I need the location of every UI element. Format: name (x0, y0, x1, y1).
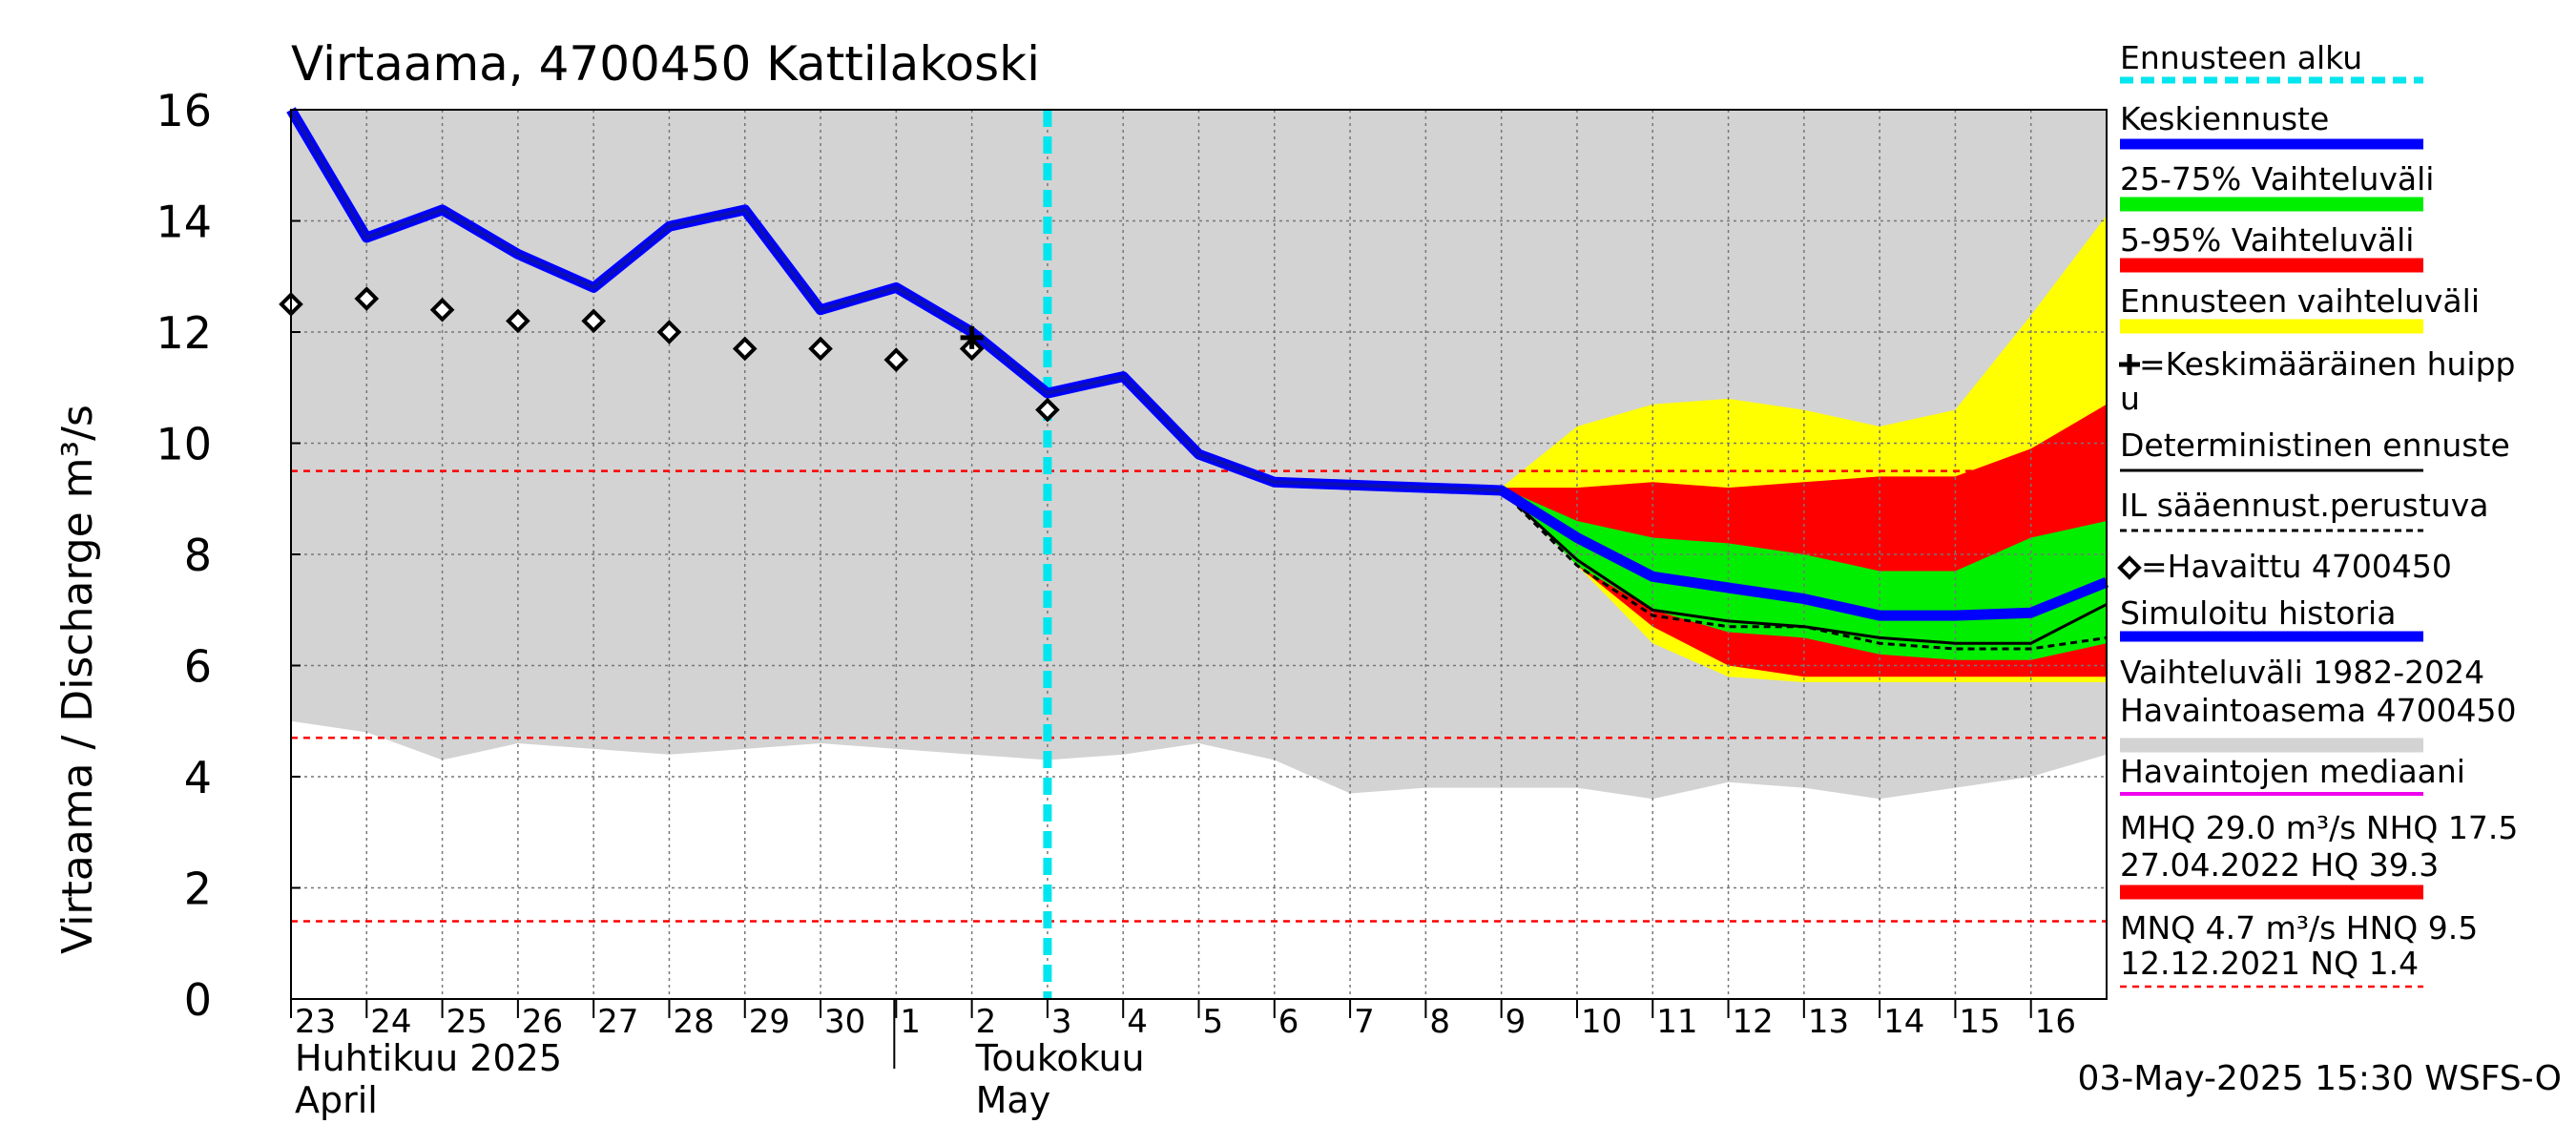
x-tick-label: 1 (900, 1003, 921, 1041)
observed-point (354, 286, 380, 311)
x-tick-label: 16 (2035, 1003, 2076, 1041)
legend-label: =Keskimääräinen huipp (2139, 345, 2516, 383)
x-tick-label: 3 (1051, 1003, 1072, 1041)
x-tick-label: 24 (370, 1003, 411, 1041)
y-tick-label: 10 (156, 419, 212, 470)
footer-timestamp: 03-May-2025 15:30 WSFS-O (2077, 1059, 2562, 1098)
x-tick-label: 29 (749, 1003, 790, 1041)
legend: Ennusteen alku Keskiennuste 25-75% Vaihtel… (2117, 39, 2518, 989)
legend-item: =Havaittu 4700450 (2117, 548, 2452, 585)
series-line-center (289, 108, 1502, 492)
series-line-il (1500, 489, 2108, 651)
legend-item: 25-75% Vaihteluväli (2120, 160, 2434, 212)
legend-item: IL sääennust.perustuva (2120, 487, 2488, 532)
observed-point (883, 347, 909, 372)
legend-item: Havaintojen mediaani (2120, 753, 2465, 796)
x-tick-label: 15 (1959, 1003, 2000, 1041)
legend-item: MHQ 29.0 m³/s NHQ 17.527.04.2022 HQ 39.3 (2120, 809, 2518, 900)
observed-point (808, 336, 833, 362)
legend-label: Vaihteluväli 1982-2024 (2120, 654, 2484, 691)
x-tick-label: 23 (295, 1003, 336, 1041)
x-tick-label: 26 (522, 1003, 563, 1041)
legend-label: 5-95% Vaihteluväli (2120, 221, 2414, 259)
x-tick-label: 27 (597, 1003, 638, 1041)
x-tick-label: 14 (1883, 1003, 1924, 1041)
legend-label: Simuloitu historia (2120, 594, 2396, 632)
x-tick-label: 9 (1506, 1003, 1527, 1041)
legend-label-line2: u (2120, 380, 2140, 417)
legend-label: Deterministinen ennuste (2120, 427, 2510, 464)
chart-title: Virtaama, 4700450 Kattilakoski (291, 36, 1040, 92)
legend-label-line2: Havaintoasema 4700450 (2120, 692, 2517, 729)
x-tick-label: 6 (1278, 1003, 1299, 1041)
legend-label-line2: 12.12.2021 NQ 1.4 (2120, 945, 2419, 982)
month-label-en: May (976, 1079, 1051, 1121)
x-tick-label: 10 (1581, 1003, 1622, 1041)
observed-point (429, 297, 455, 323)
month-label-fi: Toukokuu (975, 1037, 1145, 1079)
legend-item: Simuloitu historia (2120, 594, 2423, 642)
observed-point (506, 308, 530, 334)
y-tick-label: 16 (156, 85, 212, 136)
month-label-en: April (295, 1079, 378, 1121)
legend-item: MNQ 4.7 m³/s HNQ 9.512.12.2021 NQ 1.4 (2120, 909, 2478, 989)
y-tick-label: 8 (184, 530, 212, 581)
legend-diamond-icon (2117, 555, 2142, 580)
legend-label: MHQ 29.0 m³/s NHQ 17.5 (2120, 809, 2518, 846)
legend-label: Ennusteen alku (2120, 39, 2362, 76)
x-tick-label: 7 (1354, 1003, 1375, 1041)
legend-label: Keskiennuste (2120, 100, 2329, 137)
legend-item: Ennusteen alku (2120, 39, 2423, 84)
x-tick-label: 30 (824, 1003, 865, 1041)
legend-item: 5-95% Vaihteluväli (2120, 221, 2423, 273)
x-tick-label: 8 (1429, 1003, 1450, 1041)
peak-marker (960, 325, 984, 349)
y-tick-label: 0 (184, 974, 212, 1026)
legend-item: Deterministinen ennuste (2120, 427, 2510, 472)
x-tick-label: 13 (1808, 1003, 1849, 1041)
month-label-fi: Huhtikuu 2025 (295, 1037, 562, 1079)
x-tick-label: 5 (1203, 1003, 1224, 1041)
legend-label: 25-75% Vaihteluväli (2120, 160, 2434, 198)
legend-label: IL sääennust.perustuva (2120, 487, 2488, 524)
x-tick-label: 11 (1656, 1003, 1697, 1041)
observed-point (732, 336, 758, 362)
legend-label: =Havaittu 4700450 (2141, 548, 2452, 585)
y-axis-label: Virtaama / Discharge m³/s (53, 405, 102, 954)
y-tick-label: 12 (156, 307, 212, 359)
x-tick-label: 12 (1733, 1003, 1774, 1041)
legend-item: Vaihteluväli 1982-2024 Havaintoasema 470… (2120, 654, 2517, 753)
legend-label: MNQ 4.7 m³/s HNQ 9.5 (2120, 909, 2478, 947)
observed-point (581, 308, 606, 334)
legend-item: Keskiennuste (2120, 100, 2423, 150)
x-tick-label: 28 (673, 1003, 714, 1041)
x-tick-label: 25 (447, 1003, 488, 1041)
legend-label: Ennusteen vaihteluväli (2120, 282, 2480, 320)
observed-point (1035, 397, 1060, 423)
x-tick-label: 2 (976, 1003, 997, 1041)
y-tick-label: 4 (184, 752, 212, 803)
legend-label: Havaintojen mediaani (2120, 753, 2465, 790)
y-tick-label: 6 (184, 641, 212, 693)
x-tick-label: 4 (1127, 1003, 1148, 1041)
y-tick-label: 14 (156, 197, 212, 248)
y-tick-label: 2 (184, 864, 212, 915)
legend-label-line2: 27.04.2022 HQ 39.3 (2120, 846, 2439, 884)
legend-item: Ennusteen vaihteluväli (2120, 282, 2480, 334)
observed-point (656, 320, 682, 344)
